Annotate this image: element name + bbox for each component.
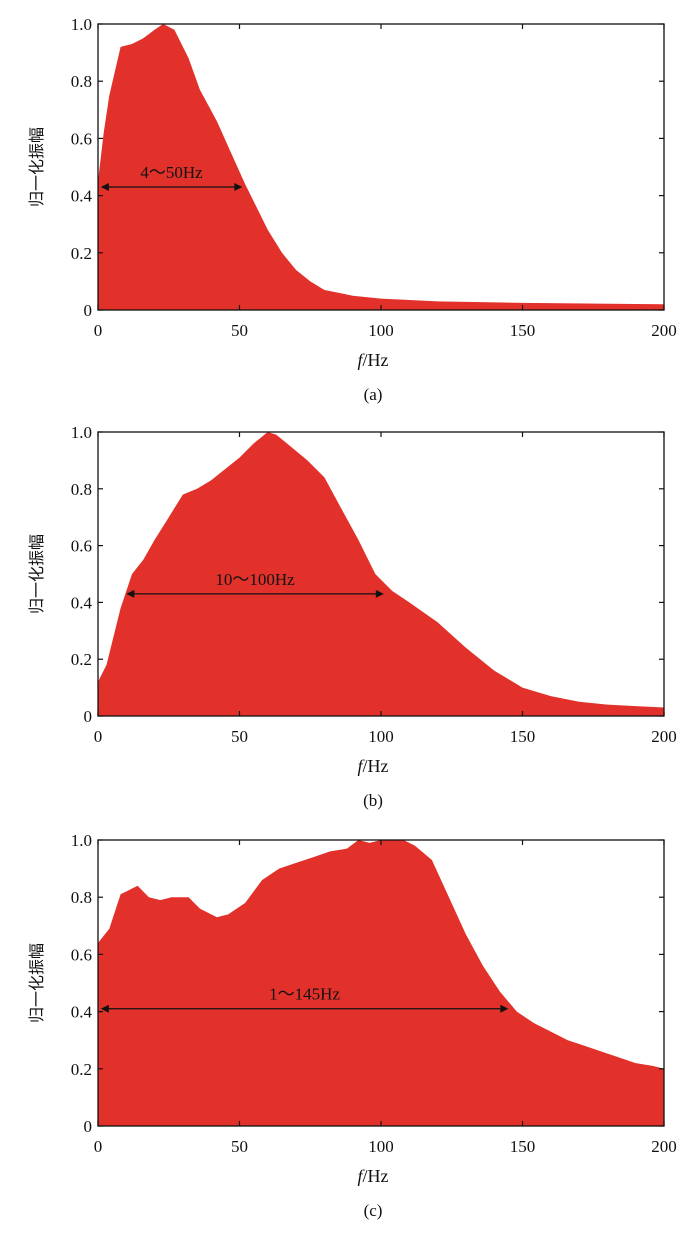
bandwidth-arrowhead-right <box>234 183 243 192</box>
x-tick-label: 150 <box>510 321 536 340</box>
y-axis-label: 归一化振幅 <box>27 127 46 207</box>
y-tick-label: 0.8 <box>71 888 92 907</box>
x-tick-label: 50 <box>231 1137 248 1156</box>
y-tick-label: 1.0 <box>71 831 92 850</box>
y-tick-label: 0.8 <box>71 72 92 91</box>
x-tick-label: 150 <box>510 1137 536 1156</box>
bandwidth-arrowhead-left <box>100 183 109 192</box>
x-axis-label: f/Hz <box>357 756 388 776</box>
y-tick-label: 0.2 <box>71 1060 92 1079</box>
x-tick-label: 0 <box>94 1137 103 1156</box>
x-tick-label: 50 <box>231 727 248 746</box>
bandwidth-label: 10～100Hz <box>215 570 295 589</box>
y-axis-label: 归一化振幅 <box>27 534 46 614</box>
y-tick-label: 1.0 <box>71 15 92 34</box>
chart-panel-1: 0 50 100 150 200 0 0.2 0.4 0.6 0.8 1.0 归一化振幅 f/Hz (a)… <box>27 15 677 404</box>
x-tick-label: 200 <box>651 1137 677 1156</box>
y-tick-label: 0.2 <box>71 650 92 669</box>
panel-caption: (a) <box>364 385 383 404</box>
y-tick-label: 0.6 <box>71 129 92 148</box>
x-tick-label: 200 <box>651 727 677 746</box>
y-tick-label: 0 <box>84 707 93 726</box>
bandwidth-arrowhead-right <box>375 589 384 598</box>
x-tick-label: 100 <box>368 1137 394 1156</box>
x-tick-label: 0 <box>94 727 103 746</box>
x-tick-label: 200 <box>651 321 677 340</box>
chart-panel-3: 0 50 100 150 200 0 0.2 0.4 0.6 0.8 1.0 归一化振幅 f/Hz (c)… <box>27 831 677 1220</box>
bandwidth-arrowhead-left <box>100 1004 109 1013</box>
x-axis-label: f/Hz <box>357 1166 388 1186</box>
bandwidth-label: 4～50Hz <box>140 163 203 182</box>
y-tick-label: 0.4 <box>71 593 93 612</box>
y-tick-label: 0.6 <box>71 537 92 556</box>
x-tick-label: 100 <box>368 321 394 340</box>
spectrum-area <box>98 24 664 310</box>
y-axis-label: 归一化振幅 <box>27 943 46 1023</box>
y-tick-label: 0 <box>84 1117 93 1136</box>
spectrum-area <box>98 840 664 1126</box>
panel-caption: (c) <box>364 1201 383 1220</box>
chart-panel-2: 0 50 100 150 200 0 0.2 0.4 0.6 0.8 1.0 归一化振幅 f/Hz (b)… <box>27 423 677 810</box>
bandwidth-arrowhead-left <box>126 589 135 598</box>
y-tick-label: 0.2 <box>71 244 92 263</box>
x-tick-label: 0 <box>94 321 103 340</box>
x-axis-label: f/Hz <box>357 350 388 370</box>
y-tick-label: 0.6 <box>71 945 92 964</box>
y-tick-label: 0.8 <box>71 480 92 499</box>
y-tick-label: 1.0 <box>71 423 92 442</box>
panel-caption: (b) <box>363 791 383 810</box>
bandwidth-arrowhead-right <box>500 1004 509 1013</box>
x-tick-label: 50 <box>231 321 248 340</box>
x-tick-label: 150 <box>510 727 536 746</box>
y-tick-label: 0.4 <box>71 1003 93 1022</box>
y-tick-label: 0.4 <box>71 187 93 206</box>
bandwidth-label: 1～145Hz <box>269 985 340 1004</box>
y-tick-label: 0 <box>84 301 93 320</box>
spectrum-area <box>98 432 664 716</box>
x-tick-label: 100 <box>368 727 394 746</box>
